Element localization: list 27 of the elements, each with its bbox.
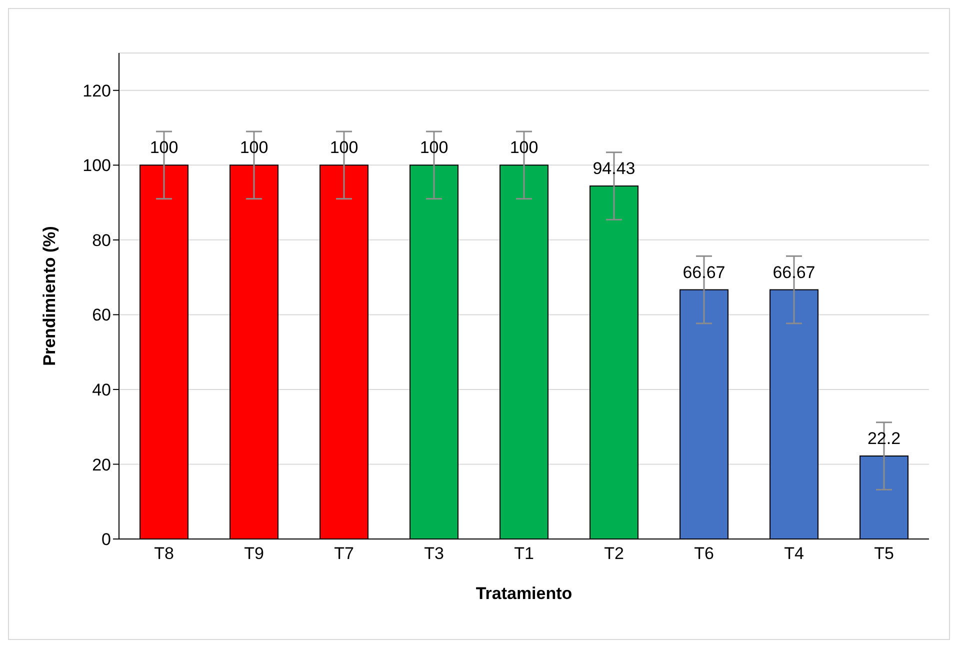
y-tick-label: 120	[82, 81, 111, 100]
x-tick-label: T5	[874, 544, 894, 564]
data-label: 100	[510, 138, 538, 158]
y-tick-label: 80	[92, 230, 111, 250]
y-tick-label: 60	[92, 306, 111, 325]
data-label: 66.67	[772, 262, 816, 282]
x-tick-label: T3	[424, 544, 444, 564]
y-tick-label: 0	[102, 530, 111, 550]
x-tick-label: T7	[334, 544, 354, 564]
x-tick-label: T4	[784, 544, 804, 564]
y-axis-title: Prendimiento (%)	[40, 226, 60, 366]
x-tick-label: T2	[604, 544, 624, 564]
x-tick-label: T6	[694, 544, 714, 564]
data-label: 66.67	[682, 262, 726, 282]
x-axis-title: Tratamiento	[476, 584, 572, 603]
x-tick-label: T9	[244, 544, 264, 564]
y-tick-label: 100	[82, 156, 111, 176]
data-label: 100	[150, 138, 178, 158]
data-label: 22.2	[867, 429, 901, 448]
y-tick-label: 40	[92, 380, 111, 400]
data-label: 100	[240, 138, 268, 158]
data-label: 100	[420, 138, 448, 158]
x-tick-label: T8	[154, 544, 174, 564]
x-tick-label: T1	[514, 544, 534, 564]
y-tick-label: 20	[92, 455, 111, 474]
data-label: 94.43	[592, 158, 636, 178]
data-label: 100	[330, 138, 358, 158]
